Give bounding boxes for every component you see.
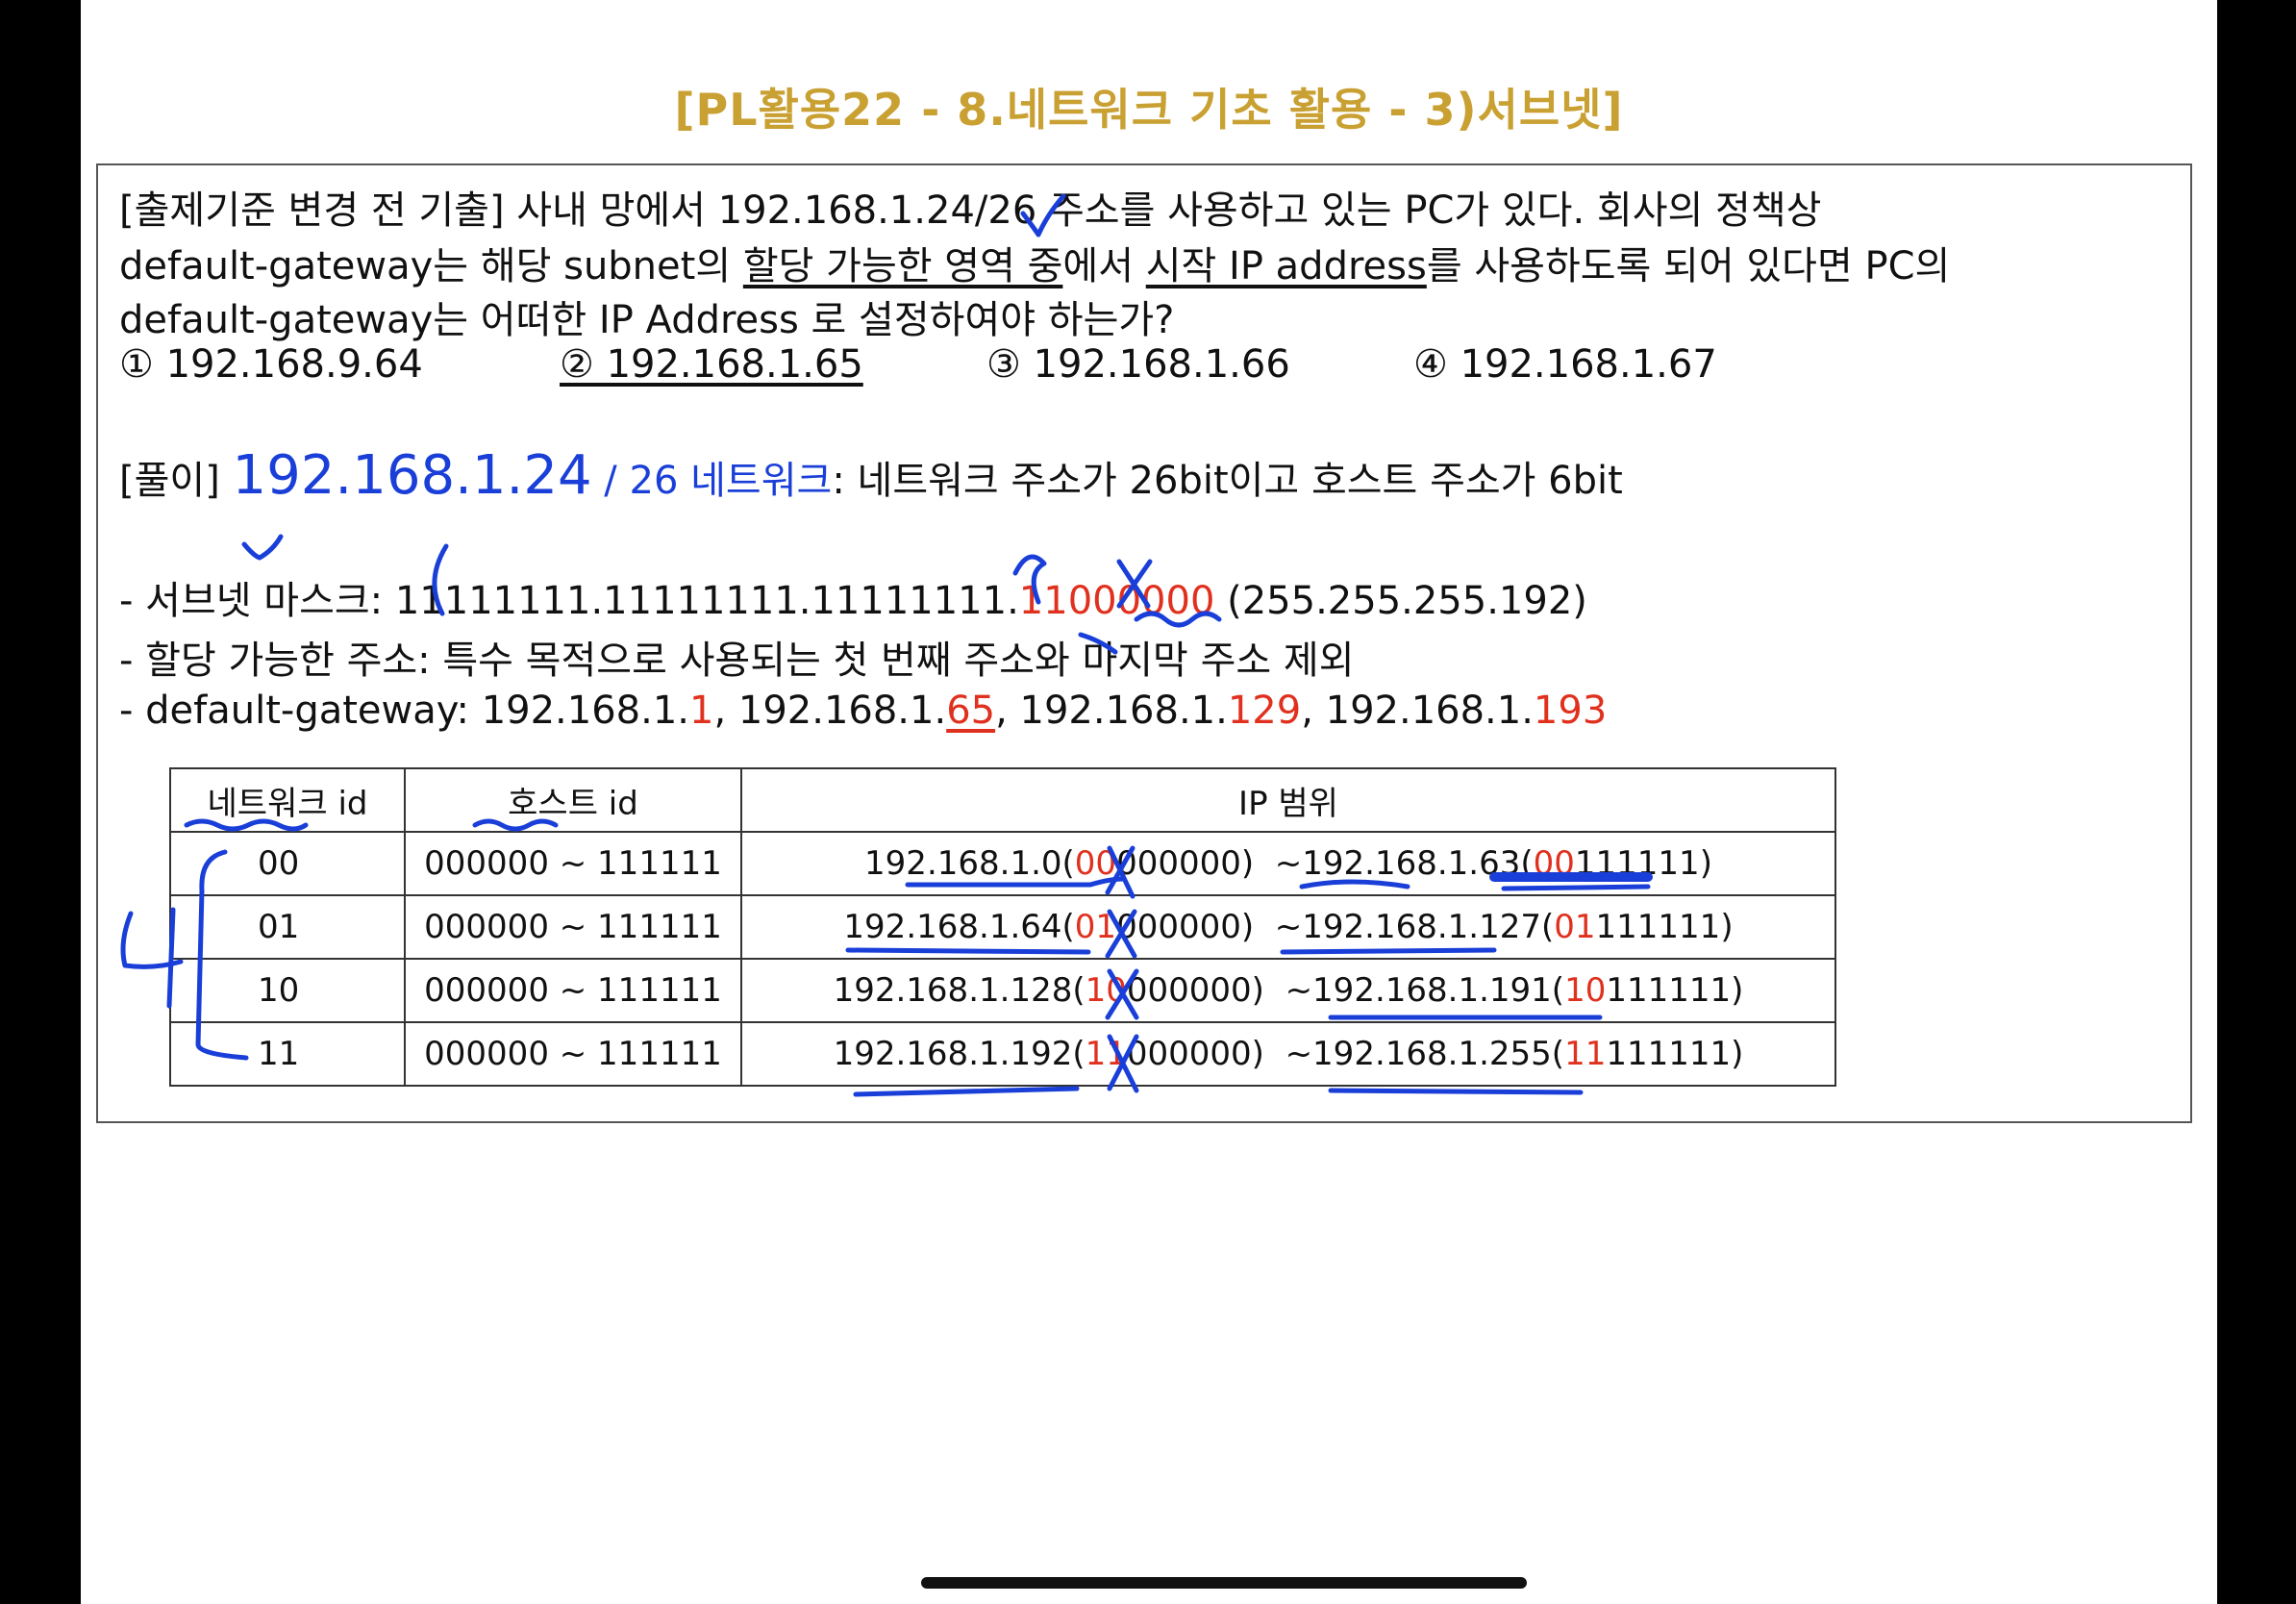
range-end-net-bits: 11: [1564, 1035, 1607, 1073]
cell-network-id: 00: [169, 831, 406, 896]
range-start-host-bits: 000000: [1126, 1035, 1252, 1073]
solution-ip: 192.168.1.24: [232, 444, 592, 507]
home-indicator[interactable]: [921, 1577, 1527, 1589]
range-start-ip: 192.168.1.64: [843, 908, 1062, 946]
solution-prefix: 26 네트워크: [629, 459, 833, 503]
range-end-ip: ~192.168.1.191: [1285, 971, 1552, 1010]
range-end-ip: ~192.168.1.63: [1274, 844, 1521, 883]
range-start-net-bits: 10: [1085, 971, 1127, 1010]
cell-network-id: 10: [169, 958, 406, 1023]
range-end-net-bits: 00: [1533, 844, 1575, 883]
content-box: [출제기준 변경 전 기출] 사내 망에서 192.168.1.24/26 주소…: [96, 163, 2192, 1123]
mask-network-bits: 11: [1018, 579, 1068, 623]
gateway-line: - default-gateway: 192.168.1.1, 192.168.…: [119, 689, 1607, 733]
range-start-ip: 192.168.1.192: [833, 1035, 1073, 1073]
range-end-ip: ~192.168.1.255: [1285, 1035, 1552, 1073]
range-start-net-bits: 01: [1074, 908, 1117, 946]
mask-decimal: (255.255.255.192): [1214, 579, 1587, 623]
mask-label: - 서브넷 마스크:: [119, 579, 395, 623]
range-start-host-bits: 000000: [1116, 844, 1241, 883]
cell-host-id: 000000 ~ 111111: [404, 894, 742, 960]
option-2: ② 192.168.1.65: [560, 342, 863, 387]
mask-binary: 11111111.11111111.11111111.: [394, 579, 1019, 623]
gateway-prefix: 192.168.1.: [1325, 689, 1534, 733]
range-end-net-bits: 10: [1564, 971, 1607, 1010]
cell-ip-range: 192.168.1.0(00000000) ~192.168.1.63(0011…: [740, 831, 1836, 896]
question-underline-start-ip: 시작 IP address: [1145, 244, 1427, 288]
cell-ip-range: 192.168.1.128(10000000) ~192.168.1.191(1…: [740, 958, 1836, 1023]
header-network-id: 네트워크 id: [169, 767, 406, 833]
range-start-net-bits: 00: [1074, 844, 1117, 883]
cell-ip-range: 192.168.1.64(01000000) ~192.168.1.127(01…: [740, 894, 1836, 960]
gateway-sep: ,: [995, 689, 1020, 733]
cell-network-id: 11: [169, 1021, 406, 1087]
gateway-prefix: 192.168.1.: [1019, 689, 1228, 733]
range-end-host-bits: 111111: [1595, 908, 1721, 946]
table-row: 10 000000 ~ 111111 192.168.1.128(1000000…: [169, 958, 1836, 1023]
range-end-ip: ~192.168.1.127: [1274, 908, 1541, 946]
cell-host-id: 000000 ~ 111111: [404, 958, 742, 1023]
range-end-host-bits: 111111: [1574, 844, 1700, 883]
table-header-row: 네트워크 id 호스트 id IP 범위: [169, 767, 1836, 833]
gateway-label: - default-gateway:: [119, 689, 482, 733]
table-row: 11 000000 ~ 111111 192.168.1.192(1100000…: [169, 1021, 1836, 1087]
range-start-host-bits: 000000: [1116, 908, 1241, 946]
gateway-value: 193: [1533, 689, 1608, 733]
gateway-value: 1: [689, 689, 714, 733]
gateway-value: 65: [946, 689, 996, 733]
cell-network-id: 01: [169, 894, 406, 960]
question-line-2-a: default-gateway는 해당 subnet의: [119, 244, 743, 288]
question-line-1: [출제기준 변경 전 기출] 사내 망에서 192.168.1.24/26 주소…: [119, 188, 1822, 233]
subnet-mask-line: - 서브넷 마스크: 11111111.11111111.11111111.11…: [119, 569, 1587, 625]
question-line-2-c: 를 사용하도록 되어 있다면 PC의: [1426, 244, 1951, 288]
solution-label: [풀이]: [119, 459, 233, 503]
gateway-sep: ,: [1301, 689, 1326, 733]
question-line-2-b: 에서: [1062, 244, 1146, 288]
subnet-table: 네트워크 id 호스트 id IP 범위 00 000000 ~ 111111 …: [169, 767, 1836, 1087]
alloc-line: - 할당 가능한 주소: 특수 목적으로 사용되는 첫 번째 주소와 마지막 주…: [119, 639, 1355, 683]
gateway-prefix: 192.168.1.: [737, 689, 947, 733]
question-line-3: default-gateway는 어떠한 IP Address 로 설정하여야 …: [119, 298, 1175, 342]
slide-page: [PL활용22 - 8.네트워크 기초 활용 - 3)서브넷] [출제기준 변경…: [81, 0, 2217, 1604]
gateway-sep: ,: [713, 689, 738, 733]
header-host-id: 호스트 id: [404, 767, 742, 833]
range-end-net-bits: 01: [1554, 908, 1596, 946]
cell-ip-range: 192.168.1.192(11000000) ~192.168.1.255(1…: [740, 1021, 1836, 1087]
table-row: 00 000000 ~ 111111 192.168.1.0(00000000)…: [169, 831, 1836, 896]
range-start-host-bits: 000000: [1126, 971, 1252, 1010]
range-start-ip: 192.168.1.0: [864, 844, 1062, 883]
mask-host-bits: 000000: [1067, 579, 1215, 623]
table-row: 01 000000 ~ 111111 192.168.1.64(01000000…: [169, 894, 1836, 960]
gateway-value: 129: [1227, 689, 1302, 733]
cell-host-id: 000000 ~ 111111: [404, 1021, 742, 1087]
range-start-net-bits: 11: [1085, 1035, 1127, 1073]
range-end-host-bits: 111111: [1606, 1035, 1732, 1073]
solution-desc: : 네트워크 주소가 26bit이고 호스트 주소가 6bit: [832, 459, 1623, 503]
solution-slash: /: [591, 459, 630, 503]
slide-title: [PL활용22 - 8.네트워크 기초 활용 - 3)서브넷]: [674, 84, 1624, 136]
range-start-ip: 192.168.1.128: [833, 971, 1073, 1010]
solution-header: [풀이] 192.168.1.24 / 26 네트워크: 네트워크 주소가 26…: [119, 444, 1623, 507]
question-underline-alloc: 할당 가능한 영역 중: [742, 244, 1063, 288]
cell-host-id: 000000 ~ 111111: [404, 831, 742, 896]
gateway-prefix: 192.168.1.: [481, 689, 689, 733]
option-3: ③ 192.168.1.66: [986, 342, 1290, 387]
option-4: ④ 192.168.1.67: [1413, 342, 1717, 387]
question-line-2: default-gateway는 해당 subnet의 할당 가능한 영역 중에…: [119, 235, 1950, 290]
range-end-host-bits: 111111: [1606, 971, 1732, 1010]
header-ip-range: IP 범위: [740, 767, 1836, 833]
option-1: ① 192.168.9.64: [119, 342, 423, 387]
